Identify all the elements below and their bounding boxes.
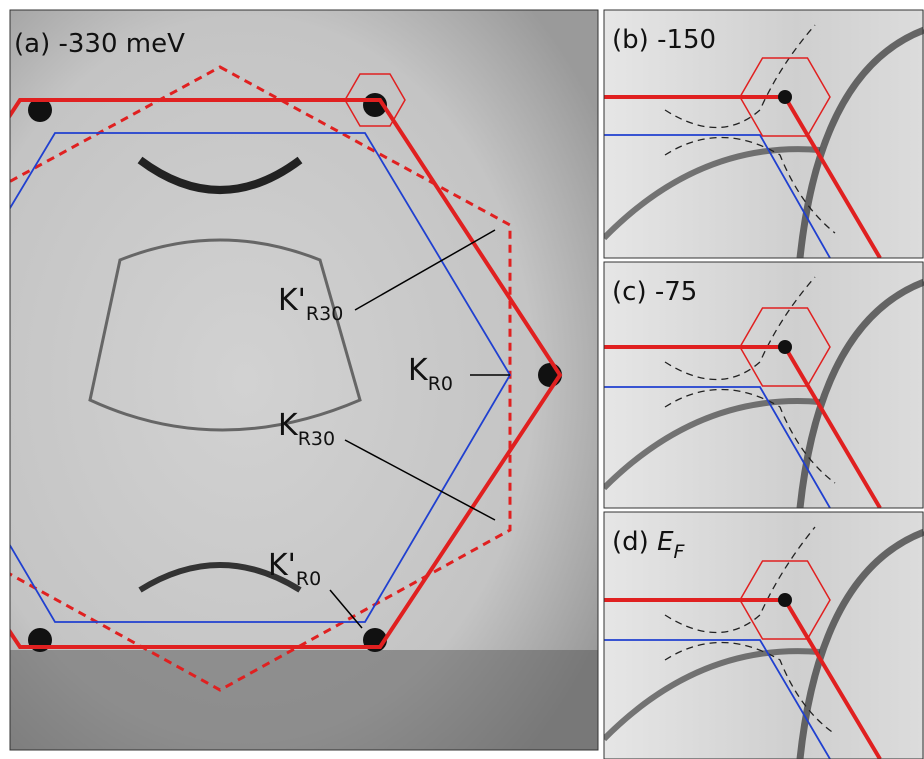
panel: (c) -75 xyxy=(604,262,924,508)
panel-text: -330 meV xyxy=(59,29,186,59)
panel-label: (c) -75 xyxy=(612,277,697,307)
blue-boundary xyxy=(604,639,831,759)
panel-text: -75 xyxy=(655,277,697,307)
annotation-main: K xyxy=(408,353,429,388)
panel: (b) -150 xyxy=(604,10,924,258)
red-hexagon xyxy=(739,307,831,387)
arrows xyxy=(329,229,510,629)
red-hexagon xyxy=(739,560,831,640)
panel-label: (a) -330 meV xyxy=(14,29,185,59)
annotation-sub: R30 xyxy=(298,428,335,450)
panel-tag: (c) xyxy=(612,277,647,307)
panel-tag: (d) xyxy=(612,527,649,557)
annotation-main: K xyxy=(278,408,299,443)
annotation-sub: R0 xyxy=(296,568,321,590)
small-panels: (b) -150 (c) -75 (d) EF xyxy=(603,9,924,759)
contour xyxy=(664,276,836,484)
spot xyxy=(778,90,792,104)
blue-boundary xyxy=(604,134,831,258)
panel-sub: F xyxy=(674,541,686,563)
panel-label: (d) EF xyxy=(612,527,686,563)
panel-label: (b) -150 xyxy=(612,25,716,55)
annotation: KR30 xyxy=(278,408,335,450)
panel-background xyxy=(604,10,924,258)
panel-background xyxy=(604,512,924,759)
panel: (d) EF xyxy=(604,512,924,759)
band xyxy=(796,26,924,258)
panel-background xyxy=(604,262,924,508)
contour xyxy=(664,526,836,735)
panel-tag: (b) xyxy=(612,25,649,55)
annotation-sub: R30 xyxy=(306,303,343,325)
band xyxy=(604,648,821,742)
annotation-main: K' xyxy=(268,548,296,583)
red-hexagon xyxy=(739,57,831,137)
band xyxy=(604,146,821,241)
spot xyxy=(778,340,792,354)
panel-frame xyxy=(603,261,924,509)
panel-tag: (a) xyxy=(14,29,50,59)
panel-frame xyxy=(603,511,924,759)
annotation: KR0 xyxy=(408,353,453,395)
band xyxy=(604,398,821,491)
panel-frame xyxy=(603,9,924,259)
annotation: K'R0 xyxy=(268,548,321,590)
annotation-sub: R0 xyxy=(428,373,453,395)
band xyxy=(796,528,924,759)
annotation: K'R30 xyxy=(278,283,343,325)
panel-text: E xyxy=(657,527,674,557)
band xyxy=(796,278,924,508)
contour xyxy=(664,24,836,234)
panel-text: -150 xyxy=(657,25,716,55)
panel-a: (a) -330 meV K'R30 KR0 KR30 K'R0 xyxy=(10,10,598,750)
annotation-main: K' xyxy=(278,283,306,318)
spot xyxy=(778,593,792,607)
blue-boundary xyxy=(604,386,831,508)
panel-frame xyxy=(9,9,599,751)
